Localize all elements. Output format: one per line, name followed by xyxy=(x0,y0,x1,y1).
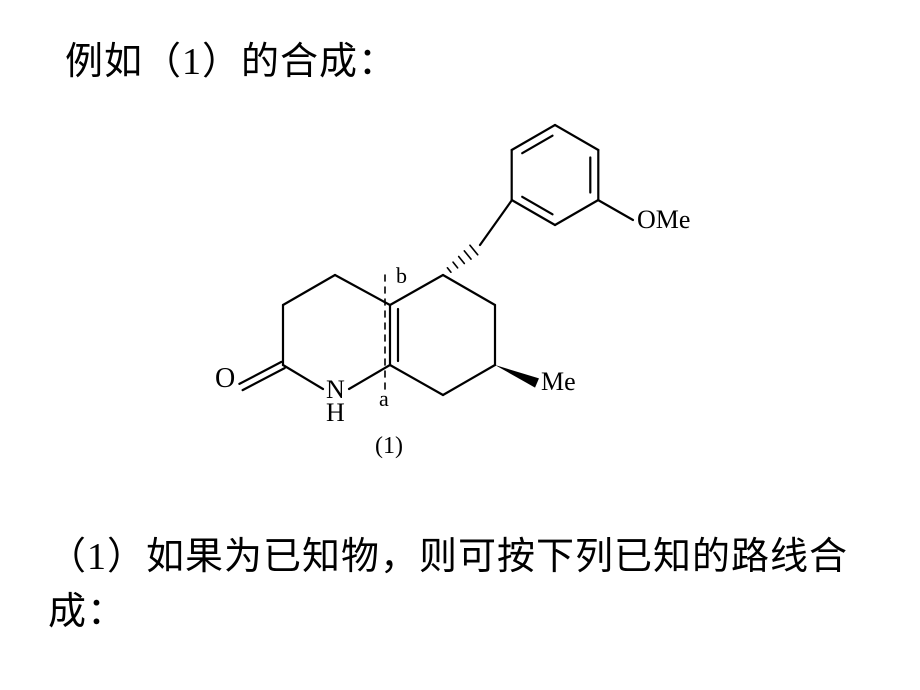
label-h: H xyxy=(326,398,345,428)
diagram-caption: (1) xyxy=(375,433,403,460)
molecule-diagram: OMe b a O N H Me (1) xyxy=(185,105,705,465)
heading-bottom: （1）如果为已知物，则可按下列已知的路线合成： xyxy=(48,530,860,640)
label-o: O xyxy=(215,363,235,395)
label-me: Me xyxy=(541,367,576,397)
label-b: b xyxy=(396,263,407,289)
label-ome: OMe xyxy=(637,205,690,235)
label-a: a xyxy=(379,386,389,412)
heading-top: 例如（1）的合成： xyxy=(65,30,397,85)
